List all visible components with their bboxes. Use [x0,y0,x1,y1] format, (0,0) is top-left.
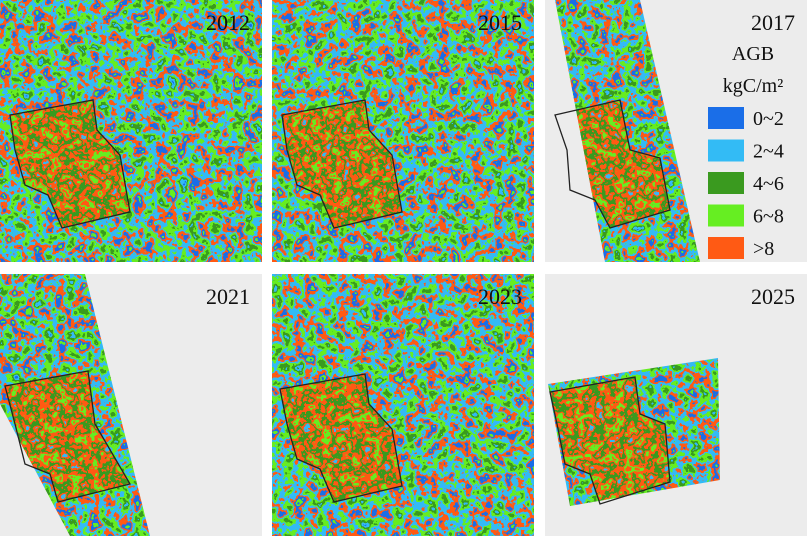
map-panel: 2012 [0,0,262,262]
year-label: 2015 [478,10,522,35]
map-panel: 2015 [272,0,534,262]
study-boundary [279,373,403,503]
legend-swatch [708,107,744,129]
legend-swatch [708,237,744,259]
legend-label: 4~6 [753,173,784,195]
agb-raster [272,274,534,536]
legend-label: 0~2 [753,108,784,130]
year-label: 2025 [751,284,795,309]
agb-raster [548,358,720,506]
year-label: 2012 [206,10,250,35]
map-panel: 2023 [272,274,534,536]
study-boundary [9,99,131,229]
legend-label: >8 [753,238,774,260]
year-label: 2021 [206,284,250,309]
year-label: 2023 [478,284,522,309]
legend-swatch [708,204,744,227]
map-panel: 2021 [0,274,262,536]
legend-swatch [708,172,744,194]
legend-swatch [708,139,744,162]
study-boundary [549,376,671,505]
study-boundary [554,99,671,229]
map-panel: 2025 [545,274,807,536]
legend-label: 2~4 [753,141,784,163]
legend-title: AGB [732,43,774,65]
legend-unit: kgC/m² [723,75,783,97]
legend-label: 6~8 [753,206,784,228]
agb-raster [0,0,262,262]
map-panel: 2017 [545,0,807,262]
study-boundary [4,370,131,503]
study-boundary [281,99,403,229]
legend: AGB kgC/m² 0~2 2~4 4~6 6~8 >8 [708,43,784,260]
year-label: 2017 [751,10,795,35]
agb-raster [272,0,534,262]
